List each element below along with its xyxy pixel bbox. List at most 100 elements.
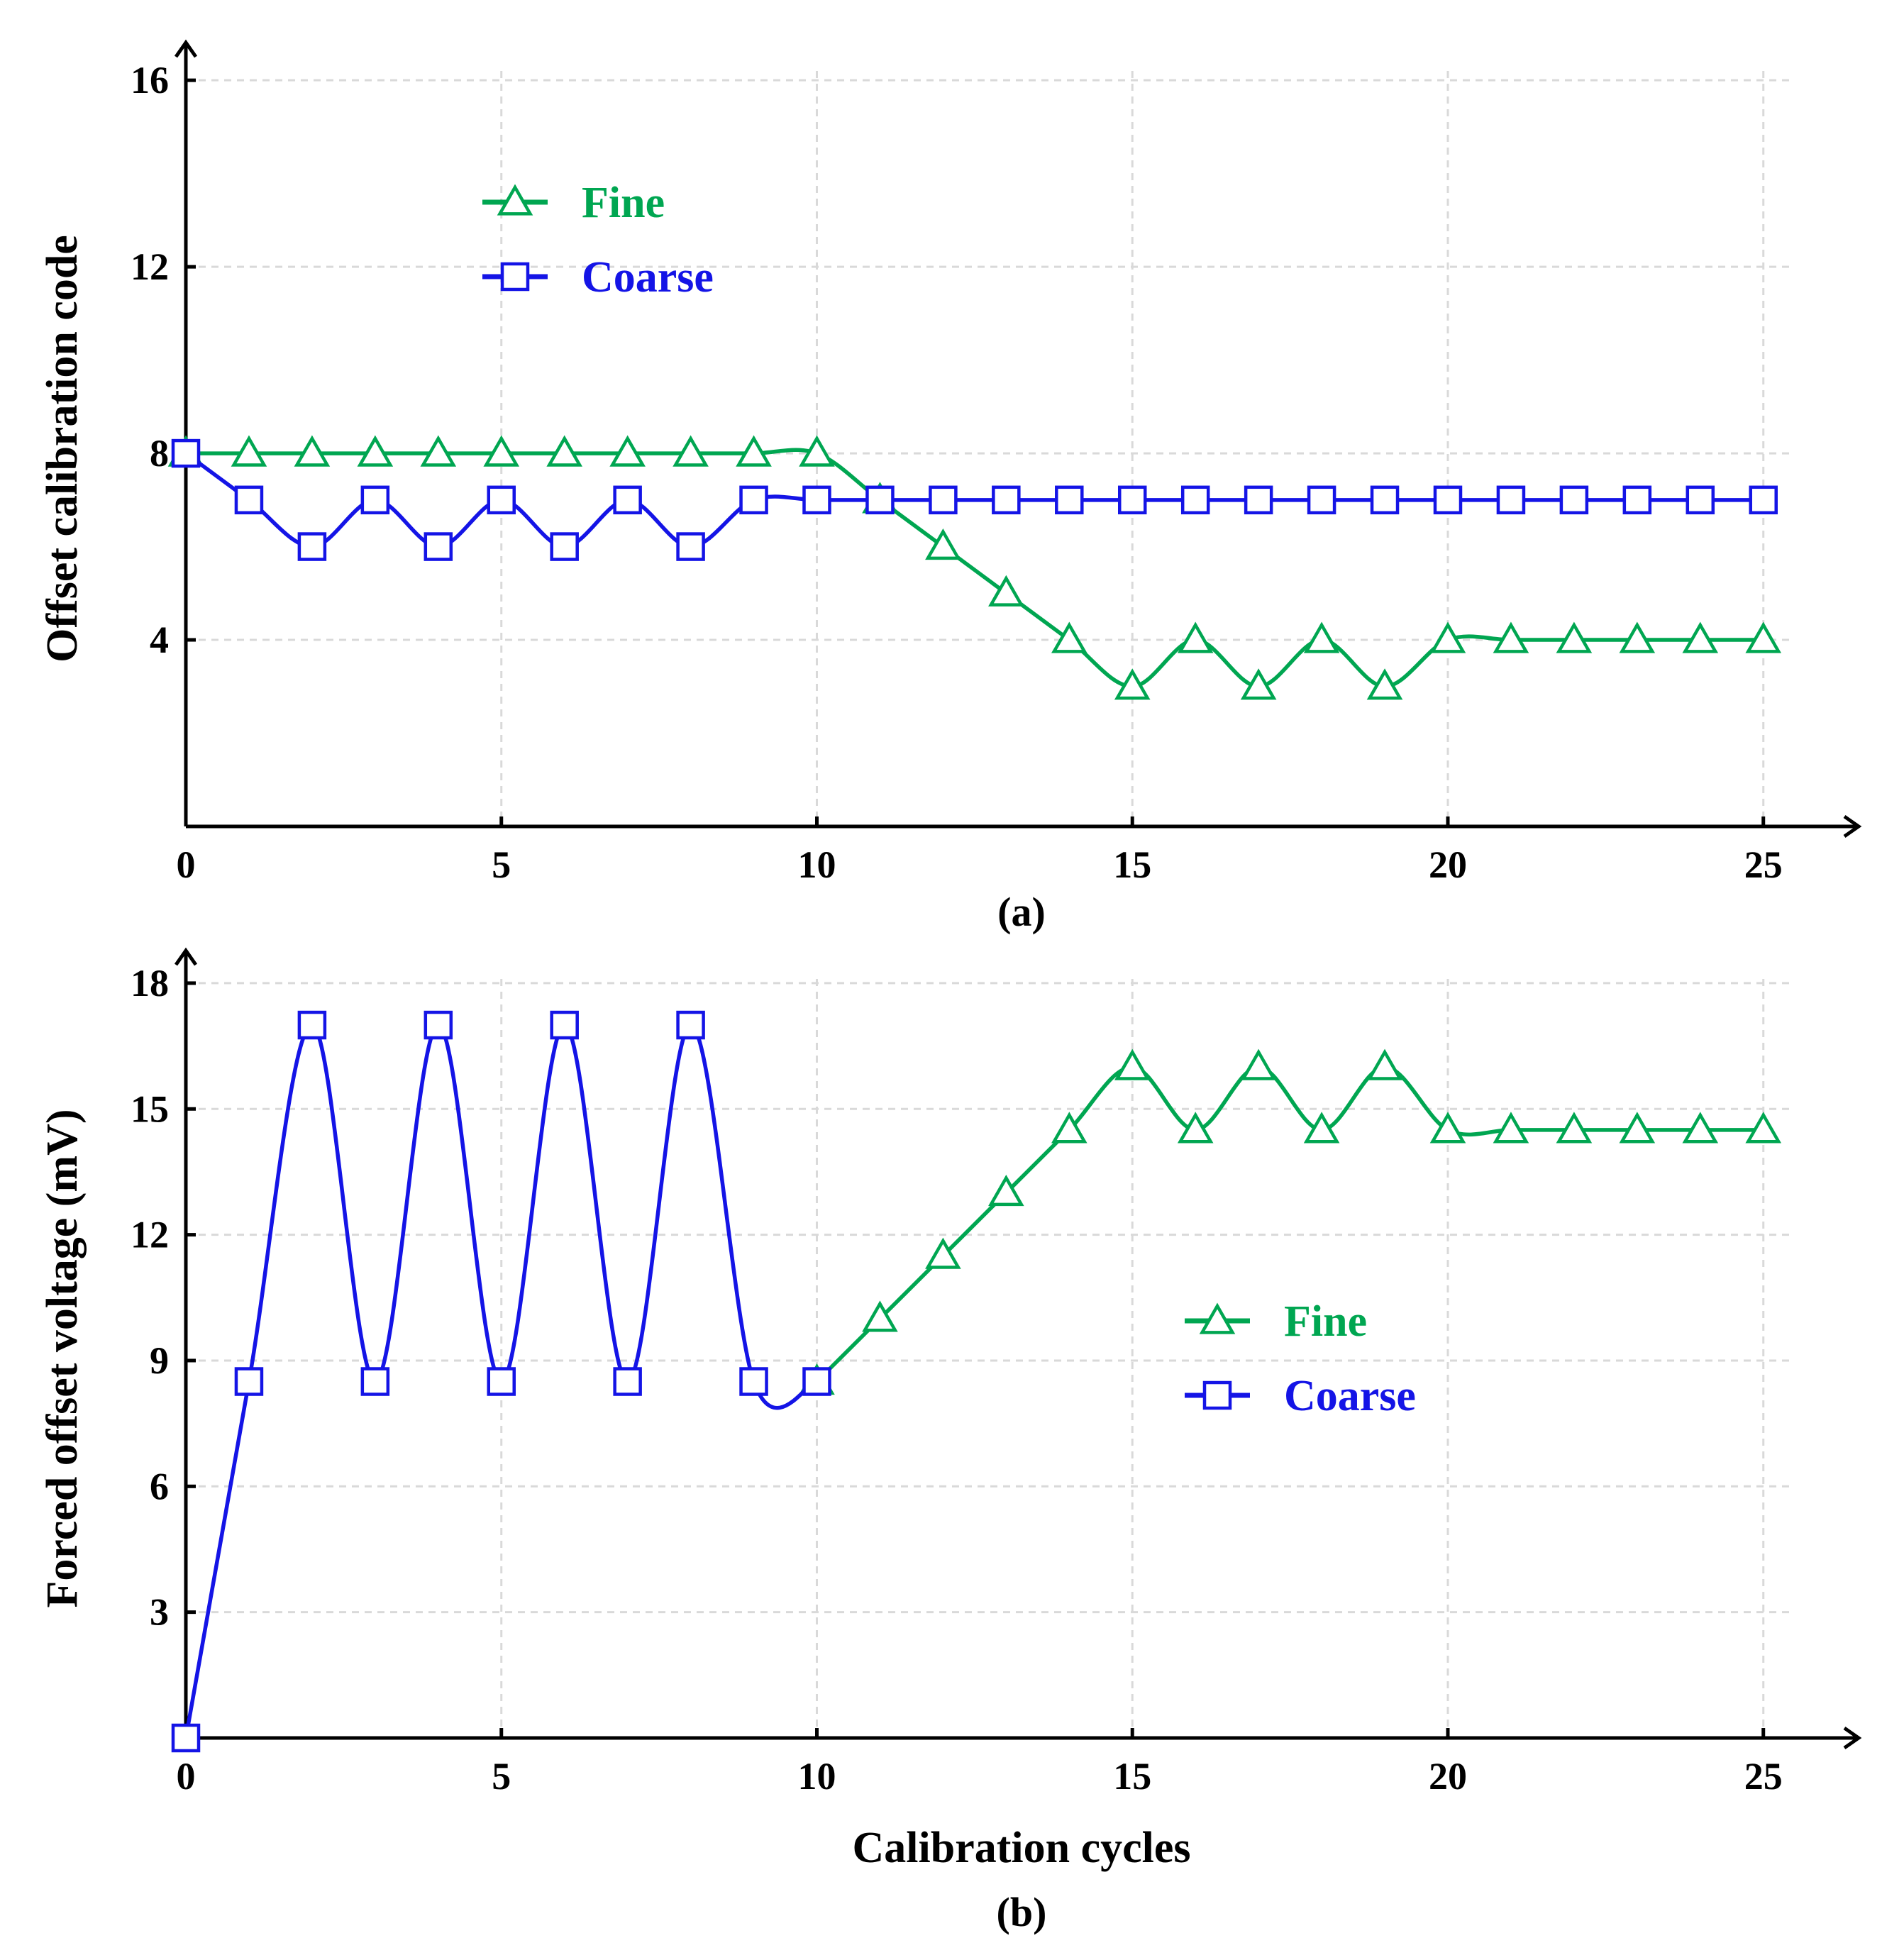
data-point-coarse	[929, 485, 958, 515]
data-point-fine	[1303, 1112, 1340, 1144]
data-point-coarse	[1433, 485, 1463, 515]
data-point-fine	[1493, 621, 1529, 653]
data-point-coarse	[1117, 485, 1147, 515]
data-point-fine	[1177, 1112, 1214, 1144]
data-point-coarse	[171, 1723, 201, 1753]
data-point-coarse	[550, 532, 579, 561]
panel-caption: (b)	[997, 1889, 1047, 1935]
data-point-coarse	[234, 485, 264, 515]
x-tick-label: 25	[1744, 1755, 1783, 1798]
y-tick-label: 6	[150, 1465, 169, 1507]
y-tick-label: 12	[131, 1214, 169, 1256]
data-point-coarse	[1180, 485, 1210, 515]
data-point-fine	[1240, 1048, 1277, 1080]
x-tick-label: 0	[177, 1755, 196, 1798]
legend-entry-coarse: Coarse	[1185, 1372, 1416, 1420]
x-tick-label: 10	[797, 843, 836, 886]
data-point-fine	[1745, 1112, 1782, 1144]
data-point-coarse	[1307, 485, 1336, 515]
legend-marker	[1199, 1302, 1236, 1334]
data-point-fine	[925, 528, 961, 560]
data-point-fine	[231, 435, 267, 467]
data-point-coarse	[1244, 485, 1273, 515]
data-point-coarse	[297, 1010, 327, 1040]
panel-caption: (a)	[997, 889, 1046, 935]
data-point-coarse	[739, 1367, 768, 1396]
data-point-coarse	[1749, 485, 1778, 515]
y-tick-label: 8	[150, 432, 169, 475]
x-tick-label: 15	[1113, 843, 1151, 886]
data-point-coarse	[613, 485, 642, 515]
y-tick-label: 3	[150, 1591, 169, 1634]
y-axis-title: Forced offset voltage (mV)	[38, 1109, 87, 1608]
series-fine	[167, 435, 1782, 700]
data-point-fine	[1745, 621, 1782, 653]
data-point-fine	[1493, 1112, 1529, 1144]
data-point-fine	[420, 435, 457, 467]
data-point-coarse	[360, 1367, 390, 1396]
legend-marker	[500, 262, 530, 292]
y-tick-label: 12	[131, 245, 169, 288]
data-point-fine	[799, 435, 835, 467]
data-point-coarse	[171, 438, 201, 468]
legend-marker	[1202, 1380, 1232, 1410]
data-point-fine	[609, 435, 646, 467]
data-point-fine	[1366, 1048, 1403, 1080]
y-tick-label: 16	[131, 59, 169, 101]
data-point-fine	[483, 435, 520, 467]
data-point-coarse	[676, 532, 705, 561]
data-point-fine	[1051, 1112, 1087, 1144]
data-point-fine	[1429, 1112, 1466, 1144]
data-point-coarse	[992, 485, 1021, 515]
chart-panel-a: 0 5 10 15 20 25 4 8 12 16 Offset calibration code (…	[38, 39, 1862, 935]
x-axis-arrow	[1843, 814, 1862, 838]
data-point-fine	[736, 435, 772, 467]
legend-label: Coarse	[1284, 1372, 1416, 1420]
data-point-fine	[925, 1237, 961, 1269]
x-tick-label: 25	[1744, 843, 1783, 886]
y-axis-arrow	[174, 39, 198, 58]
legend: Fine Coarse	[1185, 1297, 1416, 1420]
x-axis-arrow	[1843, 1726, 1862, 1750]
data-point-coarse	[739, 485, 768, 515]
y-tick-label: 15	[131, 1087, 169, 1130]
data-point-coarse	[1686, 485, 1715, 515]
data-point-fine	[1556, 1112, 1593, 1144]
data-point-fine	[546, 435, 582, 467]
data-point-fine	[988, 575, 1024, 607]
y-tick-label: 9	[150, 1339, 169, 1382]
x-tick-label: 0	[177, 843, 196, 886]
data-point-fine	[1619, 621, 1656, 653]
data-point-coarse	[1622, 485, 1652, 515]
y-tick-label: 18	[131, 962, 169, 1004]
x-tick-label: 15	[1113, 1755, 1151, 1798]
data-point-coarse	[360, 485, 390, 515]
data-point-coarse	[1370, 485, 1400, 515]
data-point-fine	[1619, 1112, 1656, 1144]
x-tick-label: 20	[1429, 843, 1467, 886]
data-point-coarse	[865, 485, 895, 515]
chart-panel-b: 0 5 10 15 20 25 3 6 9 12 15 18 Forced offset voltage…	[38, 947, 1862, 1935]
series-coarse	[171, 438, 1778, 561]
x-tick-label: 10	[797, 1755, 836, 1798]
data-point-coarse	[1496, 485, 1526, 515]
series-line-coarse	[184, 451, 1764, 549]
data-point-fine	[294, 435, 331, 467]
axes: 0 5 10 15 20 25 4 8 12 16	[131, 39, 1862, 886]
legend: Fine Coarse	[482, 179, 714, 301]
data-point-fine	[1114, 668, 1151, 700]
legend-label: Coarse	[582, 253, 714, 301]
data-point-coarse	[424, 532, 453, 561]
data-point-coarse	[802, 485, 831, 515]
data-point-fine	[1240, 668, 1277, 700]
legend-label: Fine	[582, 179, 665, 227]
series-fine	[799, 1048, 1782, 1395]
data-point-coarse	[550, 1010, 579, 1040]
data-point-fine	[1429, 621, 1466, 653]
series-coarse	[171, 1010, 831, 1753]
x-axis-title: Calibration cycles	[853, 1824, 1191, 1872]
legend-entry-fine: Fine	[482, 179, 665, 227]
data-point-fine	[673, 435, 709, 467]
axes: 0 5 10 15 20 25 3 6 9 12 15 18	[131, 947, 1862, 1798]
